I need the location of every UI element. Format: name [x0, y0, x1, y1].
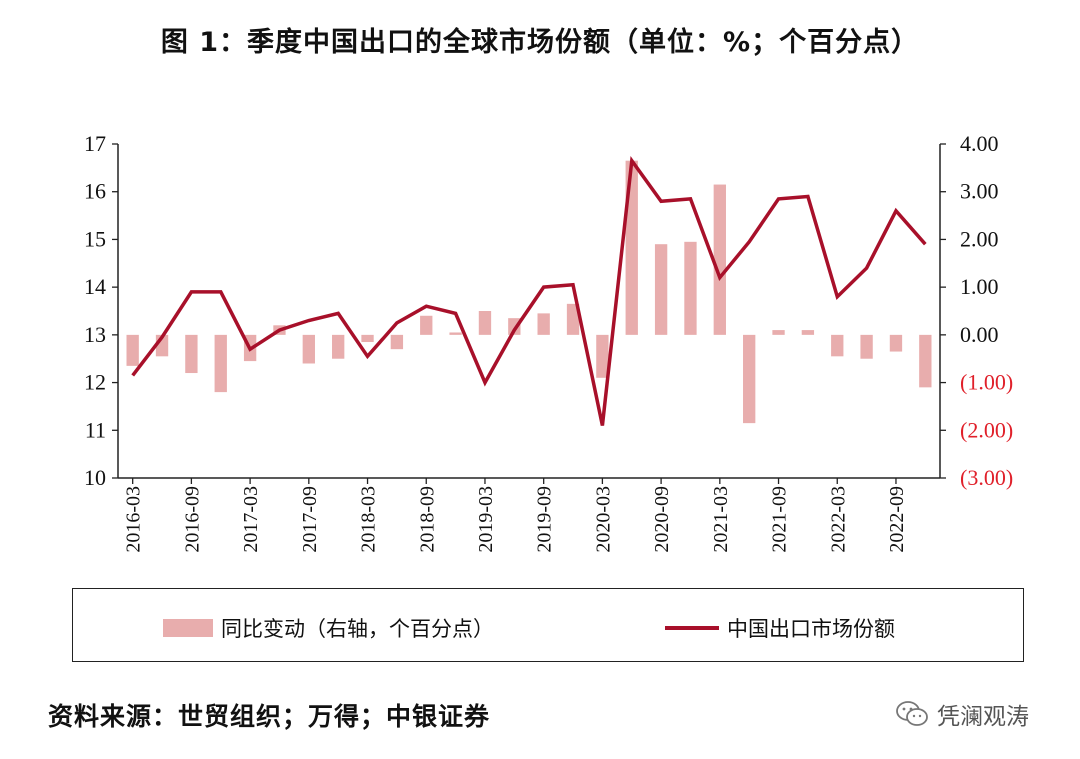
- ticks-layer: 10 11 12 13 14 15 16 17 (3.00) (2.00) (1.00) 0.00 1.…: [84, 131, 1013, 553]
- chart-canvas: 10 11 12 13 14 15 16 17 (3.00) (2.00) (1.00) 0.00 1.…: [84, 131, 1013, 553]
- source-note: 资料来源：世贸组织；万得；中银证券: [48, 702, 491, 731]
- x-tick-label: 2016-03: [123, 486, 145, 553]
- y-right-tick-label: 0.00: [960, 322, 999, 347]
- x-tick-label: 2016-09: [181, 486, 203, 553]
- x-tick-label: 2018-09: [416, 486, 438, 553]
- bar-2018-03: [361, 334, 374, 343]
- y-left-tick-label: 10: [84, 465, 106, 490]
- bar-2016-09: [185, 334, 198, 374]
- legend: 同比变动（右轴，个百分点） 中国出口市场份额: [72, 588, 1024, 662]
- legend-label-line: 中国出口市场份额: [727, 617, 895, 641]
- bar-2019-06: [508, 318, 521, 335]
- x-tick-label: 2021-09: [769, 486, 791, 553]
- bar-2022-03: [831, 334, 844, 357]
- bar-2018-12: [449, 332, 462, 335]
- bar-2019-03: [478, 311, 492, 335]
- bar-2022-12: [919, 334, 932, 388]
- legend-item-line: 中国出口市场份额: [665, 613, 895, 643]
- x-tick-label: 2021-03: [710, 486, 732, 553]
- axes-layer: [117, 144, 941, 479]
- bar-2020-09: [654, 244, 668, 335]
- bar-2017-09: [302, 334, 315, 364]
- x-tick-label: 2019-09: [534, 486, 556, 553]
- y-right-tick-label: (1.00): [960, 370, 1013, 395]
- watermark-text: 凭澜观涛: [937, 704, 1029, 730]
- bar-2018-09: [420, 315, 433, 335]
- x-tick-label: 2022-03: [827, 486, 849, 553]
- bar-2021-03: [713, 184, 726, 335]
- watermark: 凭澜观涛: [895, 697, 1029, 731]
- y-left-tick-label: 17: [84, 131, 106, 156]
- y-right-tick-label: 2.00: [960, 226, 999, 251]
- line-series-share: [131, 155, 927, 426]
- y-left-tick-label: 12: [84, 370, 106, 395]
- x-tick-label: 2020-03: [592, 486, 614, 553]
- y-left-tick-label: 15: [84, 226, 106, 251]
- x-tick-label: 2017-03: [240, 486, 262, 553]
- bar-2017-12: [332, 334, 345, 359]
- bar-2022-06: [860, 334, 873, 359]
- legend-swatch-bar: [163, 619, 213, 637]
- y-right-tick-label: 3.00: [960, 179, 999, 204]
- x-tick-label: 2020-09: [651, 486, 673, 553]
- y-left-tick-label: 14: [84, 274, 106, 299]
- x-tick-label: 2017-09: [299, 486, 321, 553]
- x-tick-label: 2019-03: [475, 486, 497, 553]
- x-tick-label: 2018-03: [358, 486, 380, 553]
- wechat-icon: [896, 701, 928, 726]
- y-left-tick-label: 11: [85, 417, 106, 442]
- y-left-tick-label: 13: [84, 322, 106, 347]
- bar-2018-06: [390, 334, 404, 350]
- y-right-tick-label: (3.00): [960, 465, 1013, 490]
- y-right-tick-label: 1.00: [960, 274, 999, 299]
- legend-item-bar: 同比变动（右轴，个百分点）: [163, 613, 494, 643]
- bar-2021-12: [801, 330, 815, 335]
- y-right-tick-label: 4.00: [960, 131, 999, 156]
- bar-2019-09: [537, 313, 550, 335]
- bar-2016-12: [214, 334, 227, 393]
- bar-2019-12: [566, 303, 580, 335]
- bar-2022-09: [889, 334, 903, 352]
- bar-2020-03: [596, 334, 609, 378]
- bar-2020-12: [684, 241, 697, 335]
- bar-2021-06: [743, 334, 756, 424]
- y-right-tick-label: (2.00): [960, 417, 1013, 442]
- bar-2016-03: [126, 334, 139, 366]
- line-layer: [131, 155, 927, 426]
- legend-swatch-line: [665, 626, 719, 630]
- legend-label-bar: 同比变动（右轴，个百分点）: [221, 617, 494, 641]
- y-left-tick-label: 16: [84, 179, 106, 204]
- bar-2021-09: [772, 330, 785, 335]
- chart-title: 图 1：季度中国出口的全球市场份额（单位：%；个百分点）: [160, 27, 920, 58]
- x-tick-label: 2022-09: [886, 486, 908, 553]
